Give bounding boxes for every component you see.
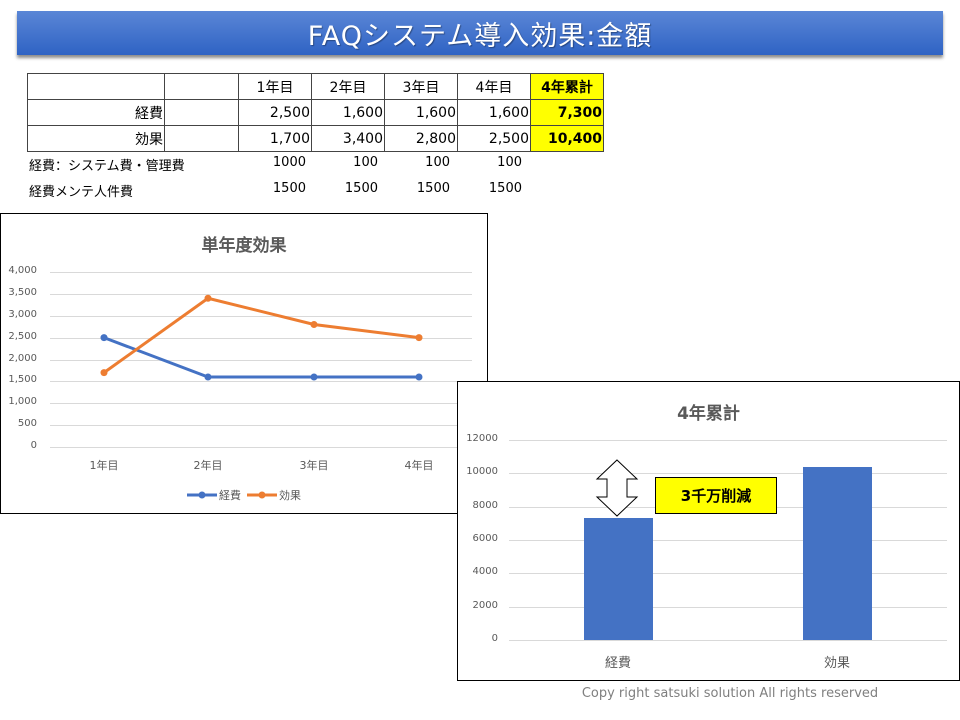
header-cell: [27, 73, 165, 100]
title-banner: FAQシステム導入効果:金額: [17, 11, 943, 55]
x-tick: 経費: [604, 656, 631, 671]
y-tick: 4000: [472, 566, 498, 578]
y-tick: 1,000: [8, 396, 37, 408]
table-row: 経費 2,500 1,600 1,600 1,600 7,300: [27, 99, 604, 126]
header-cell: 2年目: [311, 73, 385, 100]
header-cell: 4年目: [457, 73, 531, 100]
value-cell: 3,400: [311, 125, 385, 152]
y-tick: 2000: [472, 599, 498, 611]
y-tick: 3,000: [8, 308, 37, 320]
note-label: 経費：システム費・管理費: [29, 159, 185, 174]
note-value: 1500: [344, 181, 378, 196]
legend-item-effect: 効果: [247, 487, 301, 503]
gridline: [50, 447, 472, 448]
gridline: [50, 381, 472, 383]
value-cell: 1,700: [238, 125, 312, 152]
gridline: [50, 403, 472, 405]
value-cell: 1,600: [457, 99, 531, 126]
y-tick: 2,500: [8, 330, 37, 342]
bar: [584, 518, 653, 640]
y-tick: 3,500: [8, 286, 37, 298]
summary-table: 1年目 2年目 3年目 4年目 4年累計 経費 2,500 1,600 1,60…: [27, 73, 604, 152]
gridline: [509, 640, 947, 641]
note-value: 100: [353, 155, 378, 170]
empty-cell: [164, 125, 239, 152]
x-tick: 3年目: [299, 459, 329, 472]
y-tick: 500: [17, 418, 37, 430]
y-tick: 2,000: [8, 352, 37, 364]
value-cell: 2,500: [238, 99, 312, 126]
note-value: 100: [497, 155, 522, 170]
x-tick: 4年目: [404, 459, 434, 472]
gridline: [50, 425, 472, 427]
bar-chart: 4年累計 12000 10000 8000 6000 4000 2000 0 経費 効果 3…: [457, 381, 960, 681]
x-tick: 1年目: [89, 459, 119, 472]
y-tick: 4,000: [8, 265, 37, 276]
chart-title: 単年度効果: [201, 236, 287, 256]
chart-title: 4年累計: [677, 404, 740, 424]
y-tick: 10000: [466, 466, 498, 478]
gridline: [50, 337, 472, 339]
y-tick: 8000: [472, 499, 498, 511]
y-tick: 0: [491, 633, 498, 644]
note-value: 1500: [416, 181, 450, 196]
y-tick: 1,500: [8, 374, 37, 386]
copyright-text: Copy right satsuki solution All rights r…: [581, 686, 879, 701]
legend-line-icon: [247, 491, 277, 499]
note-value: 1000: [272, 155, 306, 170]
y-tick: 6000: [472, 533, 498, 544]
note-value: 1500: [272, 181, 306, 196]
total-cell: 10,400: [530, 125, 604, 152]
table-header-row: 1年目 2年目 3年目 4年目 4年累計: [27, 73, 604, 100]
value-cell: 2,500: [457, 125, 531, 152]
row-label: 効果: [27, 125, 165, 152]
header-cell: 3年目: [384, 73, 458, 100]
gridline: [509, 540, 947, 541]
header-cell-total: 4年累計: [530, 73, 604, 100]
header-cell: [164, 73, 239, 100]
y-tick: 12000: [466, 433, 498, 444]
y-tick: 0: [30, 440, 37, 451]
header-cell: 1年目: [238, 73, 312, 100]
empty-cell: [164, 99, 239, 126]
gridline: [509, 606, 947, 608]
x-tick: 効果: [823, 656, 850, 671]
value-cell: 2,800: [384, 125, 458, 152]
gridline: [509, 440, 947, 441]
row-label: 経費: [27, 99, 165, 126]
line-series-plot: [100, 294, 423, 381]
gridline: [50, 272, 472, 273]
gridline: [50, 315, 472, 317]
reduction-callout: 3千万削減: [655, 477, 777, 514]
line-chart: 単年度効果 4,000 3,500 3,000 2,500 2,000 1,500 1,00…: [0, 213, 488, 514]
note-label: 経費メンテ人件費: [29, 185, 134, 200]
note-value: 1500: [488, 181, 522, 196]
gridline: [509, 573, 947, 575]
gridline: [509, 473, 947, 475]
value-cell: 1,600: [384, 99, 458, 126]
gridline: [50, 293, 472, 295]
table-row: 効果 1,700 3,400 2,800 2,500 10,400: [27, 125, 604, 152]
legend-line-icon: [187, 491, 217, 499]
x-tick: 2年目: [193, 459, 223, 472]
note-value: 100: [425, 155, 450, 170]
bar: [803, 466, 872, 640]
chart-legend: 経費 効果: [187, 487, 301, 503]
gridline: [50, 359, 472, 361]
total-cell: 7,300: [530, 99, 604, 126]
double-arrow-icon: [595, 459, 639, 517]
value-cell: 1,600: [311, 99, 385, 126]
legend-item-cost: 経費: [187, 487, 241, 503]
page-title: FAQシステム導入効果:金額: [307, 20, 653, 52]
